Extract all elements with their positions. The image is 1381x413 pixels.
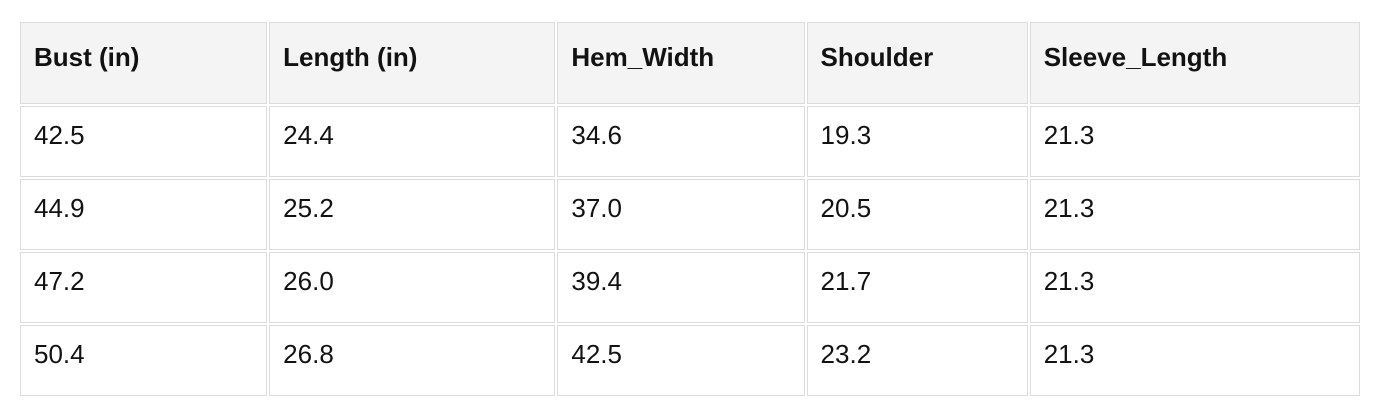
table-row-2: 47.2 26.0 39.4 21.7 21.3	[20, 252, 1360, 323]
header-cell-0: Bust (in)	[20, 22, 268, 104]
table-cell: 21.7	[806, 252, 1028, 323]
table-cell: 20.5	[806, 179, 1028, 250]
table-cell: 25.2	[269, 179, 556, 250]
table-cell: 21.3	[1029, 106, 1360, 177]
table-cell: 42.5	[557, 325, 805, 396]
table-cell: 21.3	[1029, 325, 1360, 396]
table-cell: 24.4	[269, 106, 556, 177]
table-row-1: 44.9 25.2 37.0 20.5 21.3	[20, 179, 1360, 250]
table-cell: 39.4	[557, 252, 805, 323]
table-cell: 42.5	[20, 106, 268, 177]
table-cell: 26.8	[269, 325, 556, 396]
table-cell: 21.3	[1029, 252, 1360, 323]
table-row-3: 50.4 26.8 42.5 23.2 21.3	[20, 325, 1360, 396]
table-cell: 26.0	[269, 252, 556, 323]
table-cell: 34.6	[557, 106, 805, 177]
table-cell: 21.3	[1029, 179, 1360, 250]
table-body: 42.5 24.4 34.6 19.3 21.3 44.9 25.2 37.0 20.5 21.3…	[20, 106, 1360, 396]
measurements-table: Bust (in) Length (in) Hem_Width Shoulder Sle…	[18, 20, 1362, 398]
header-cell-2: Hem_Width	[557, 22, 805, 104]
table-cell: 50.4	[20, 325, 268, 396]
header-cell-4: Sleeve_Length	[1029, 22, 1360, 104]
header-cell-1: Length (in)	[269, 22, 556, 104]
table-cell: 47.2	[20, 252, 268, 323]
table-cell: 44.9	[20, 179, 268, 250]
table-row-0: 42.5 24.4 34.6 19.3 21.3	[20, 106, 1360, 177]
table-cell: 37.0	[557, 179, 805, 250]
table-cell: 19.3	[806, 106, 1028, 177]
table-cell: 23.2	[806, 325, 1028, 396]
header-row: Bust (in) Length (in) Hem_Width Shoulder Sle…	[20, 22, 1360, 104]
header-cell-3: Shoulder	[806, 22, 1028, 104]
